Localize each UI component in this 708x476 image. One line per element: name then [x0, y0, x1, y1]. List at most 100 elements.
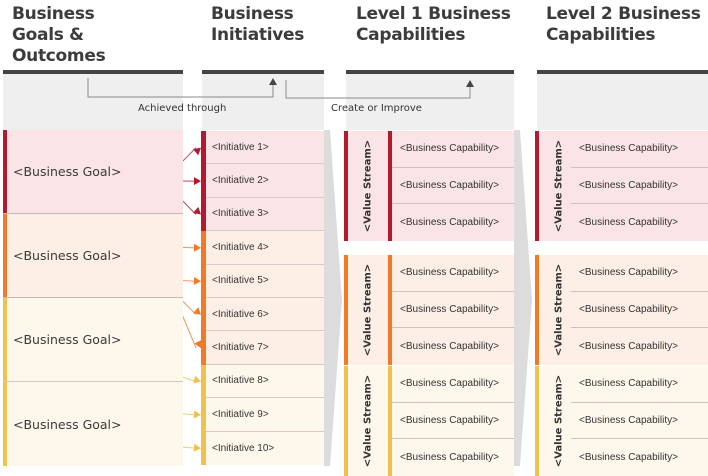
capability-label: <Business Capability> [400, 304, 499, 315]
initiative-item: <Initiative 1> [206, 131, 324, 164]
arrow-head-icon [269, 78, 277, 85]
initiative-color-stripe [201, 265, 206, 299]
arrow-head-icon [194, 410, 201, 418]
business-capability: <Business Capability> [571, 255, 708, 292]
chevron-shape-level1 [514, 130, 532, 466]
business-capability: <Business Capability> [571, 168, 708, 205]
value-stream-color-stripe [535, 131, 539, 241]
initiative-label: <Initiative 10> [212, 443, 274, 454]
value-stream-label: <Value Stream> [554, 264, 565, 356]
capability-label: <Business Capability> [400, 452, 499, 463]
value-stream-label: <Value Stream> [554, 375, 565, 467]
initiative-item: <Initiative 10> [206, 432, 324, 465]
business-capability: <Business Capability> [571, 131, 708, 168]
business-capability: <Business Capability> [392, 255, 514, 292]
capability-label: <Business Capability> [579, 217, 678, 228]
business-goal: <Business Goal> [3, 298, 183, 382]
initiative-label: <Initiative 4> [212, 242, 269, 253]
goal-color-stripe [3, 130, 7, 213]
capability-label: <Business Capability> [400, 180, 499, 191]
initiative-color-stripe [201, 198, 206, 232]
arrow-head-icon [466, 80, 474, 87]
arrow-head-icon [194, 244, 201, 252]
capability-label: <Business Capability> [400, 217, 499, 228]
initiative-item: <Initiative 8> [206, 365, 324, 398]
capability-label: <Business Capability> [579, 143, 678, 154]
achieved-through-connector [88, 78, 273, 97]
capability-label: <Business Capability> [579, 304, 678, 315]
business-capability: <Business Capability> [392, 168, 514, 205]
initiative-label: <Initiative 6> [212, 309, 269, 320]
business-capability: <Business Capability> [571, 328, 708, 365]
arrow-head-icon [194, 444, 201, 452]
business-capability: <Business Capability> [571, 366, 708, 403]
initiative-item: <Initiative 3> [206, 198, 324, 231]
initiative-label: <Initiative 8> [212, 375, 269, 386]
value-stream-color-stripe [344, 366, 348, 476]
business-capability: <Business Capability> [392, 131, 514, 168]
business-capability: <Business Capability> [571, 292, 708, 329]
capability-label: <Business Capability> [400, 267, 499, 278]
initiative-label: <Initiative 2> [212, 175, 269, 186]
business-capability: <Business Capability> [392, 403, 514, 440]
goal-label: <Business Goal> [13, 164, 122, 179]
business-capability: <Business Capability> [392, 328, 514, 365]
initiative-color-stripe [201, 164, 206, 198]
capability-label: <Business Capability> [579, 415, 678, 426]
business-goal: <Business Goal> [3, 382, 183, 466]
capability-label: <Business Capability> [579, 267, 678, 278]
capability-label: <Business Capability> [579, 180, 678, 191]
business-capability: <Business Capability> [392, 439, 514, 476]
value-stream: <Value Stream> [344, 366, 392, 476]
initiative-label: <Initiative 1> [212, 142, 269, 153]
business-capability: <Business Capability> [392, 204, 514, 241]
capability-label: <Business Capability> [400, 378, 499, 389]
goal-color-stripe [3, 382, 7, 466]
value-stream: <Value Stream> [344, 131, 392, 241]
goal-label: <Business Goal> [13, 248, 122, 263]
initiative-label: <Initiative 5> [212, 275, 269, 286]
arrow-head-icon [194, 277, 201, 285]
initiative-item: <Initiative 4> [206, 231, 324, 264]
initiative-item: <Initiative 7> [206, 331, 324, 364]
initiative-label: <Initiative 7> [212, 342, 269, 353]
initiative-item: <Initiative 2> [206, 164, 324, 197]
achieved-through-label: Achieved through [138, 103, 226, 114]
value-stream-label: <Value Stream> [363, 140, 374, 232]
initiative-item: <Initiative 9> [206, 398, 324, 431]
value-stream-color-stripe [344, 255, 348, 365]
capability-label: <Business Capability> [579, 341, 678, 352]
business-capability: <Business Capability> [392, 292, 514, 329]
capability-label: <Business Capability> [400, 341, 499, 352]
goal-label: <Business Goal> [13, 332, 122, 347]
business-capability: <Business Capability> [571, 439, 708, 476]
value-stream-color-stripe [535, 366, 539, 476]
value-stream-label: <Value Stream> [363, 264, 374, 356]
goal-color-stripe [3, 298, 7, 381]
capability-label: <Business Capability> [579, 378, 678, 389]
initiative-label: <Initiative 3> [212, 208, 269, 219]
initiative-item: <Initiative 5> [206, 265, 324, 298]
value-stream: <Value Stream> [344, 255, 392, 365]
capability-label: <Business Capability> [400, 415, 499, 426]
chevron-shape-initiatives [324, 130, 342, 466]
initiative-color-stripe [201, 365, 206, 399]
create-improve-connector [286, 80, 470, 98]
initiative-color-stripe [201, 298, 206, 332]
business-goal: <Business Goal> [3, 214, 183, 298]
capability-label: <Business Capability> [579, 452, 678, 463]
initiative-label: <Initiative 9> [212, 409, 269, 420]
value-stream-label: <Value Stream> [363, 375, 374, 467]
initiative-color-stripe [201, 231, 206, 265]
initiative-color-stripe [201, 331, 206, 365]
business-goal: <Business Goal> [3, 130, 183, 214]
create-improve-label: Create or Improve [331, 103, 422, 114]
value-stream-color-stripe [344, 131, 348, 241]
business-capability: <Business Capability> [392, 366, 514, 403]
arrow-head-icon [193, 376, 201, 384]
arrow-head-icon [194, 177, 201, 185]
goal-label: <Business Goal> [13, 417, 122, 432]
capability-label: <Business Capability> [400, 143, 499, 154]
initiative-color-stripe [201, 131, 206, 165]
initiative-color-stripe [201, 398, 206, 432]
